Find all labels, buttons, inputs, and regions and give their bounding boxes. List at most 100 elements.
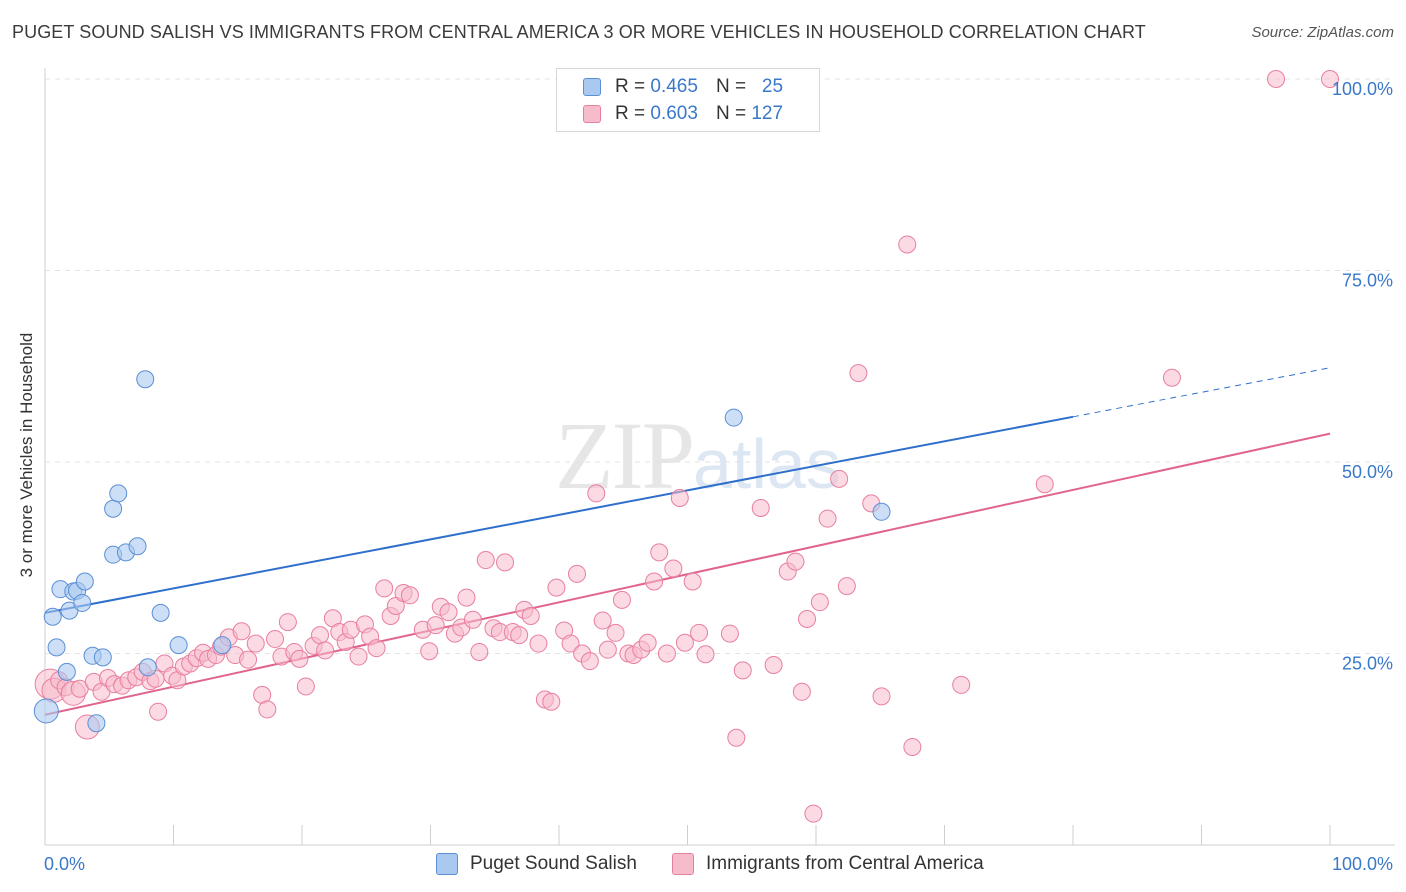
data-point-salish [136, 370, 155, 389]
data-point-immigrants [837, 577, 856, 596]
data-point-immigrants [470, 642, 489, 661]
data-point-immigrants [400, 586, 419, 605]
data-point-immigrants [246, 634, 265, 653]
data-point-immigrants [727, 728, 746, 747]
data-point-immigrants [439, 603, 458, 622]
data-point-immigrants [510, 626, 529, 645]
data-point-immigrants [580, 652, 599, 671]
legend-n-label: N = [715, 76, 747, 97]
data-point-immigrants [898, 235, 917, 254]
data-point-salish [93, 648, 112, 667]
y-tick-label: 25.0% [1342, 654, 1393, 674]
data-point-immigrants [349, 647, 368, 666]
data-point-immigrants [567, 564, 586, 583]
data-point-immigrants [367, 639, 386, 658]
data-point-salish [57, 662, 76, 681]
data-point-immigrants [547, 578, 566, 597]
data-point-immigrants [239, 650, 258, 669]
data-point-salish [104, 499, 123, 518]
data-point-immigrants [612, 590, 631, 609]
data-point-immigrants [696, 645, 715, 664]
data-point-immigrants [650, 543, 669, 562]
trend-line-salish-extension [1072, 367, 1331, 418]
data-point-immigrants [463, 610, 482, 629]
y-tick-label: 100.0% [1332, 79, 1393, 99]
data-point-immigrants [521, 606, 540, 625]
correlation-legend: R = 0.465 N = 25 R = 0.603 N = 127 [556, 68, 820, 132]
data-point-immigrants [952, 675, 971, 694]
data-point-salish [75, 572, 94, 591]
data-point-immigrants [529, 634, 548, 653]
data-point-immigrants [810, 593, 829, 612]
data-point-immigrants [720, 624, 739, 643]
data-point-immigrants [266, 629, 285, 648]
data-point-immigrants [683, 572, 702, 591]
data-point-salish [138, 658, 157, 677]
legend-r-label: R = [615, 103, 646, 124]
bottom-legend-label-salish: Puget Sound Salish [470, 853, 637, 874]
data-point-immigrants [296, 677, 315, 696]
data-point-immigrants [657, 644, 676, 663]
data-point-immigrants [542, 692, 561, 711]
data-point-immigrants [675, 633, 694, 652]
data-point-immigrants [764, 655, 783, 674]
data-point-immigrants [457, 588, 476, 607]
data-point-salish [724, 408, 743, 427]
data-point-salish [151, 603, 170, 622]
data-point-immigrants [587, 484, 606, 503]
data-point-immigrants [316, 641, 335, 660]
data-point-immigrants [664, 559, 683, 578]
legend-swatch-immigrants [583, 105, 601, 123]
data-point-immigrants [751, 498, 770, 517]
data-point-immigrants [375, 579, 394, 598]
y-tick-label: 50.0% [1342, 462, 1393, 482]
data-point-immigrants [645, 572, 664, 591]
series-salish-points [33, 370, 891, 733]
data-point-immigrants [561, 634, 580, 653]
axes [44, 68, 1395, 846]
data-point-salish [109, 484, 128, 503]
data-point-salish [33, 698, 59, 724]
data-point-immigrants [290, 649, 309, 668]
data-point-immigrants [426, 616, 445, 635]
data-point-immigrants [1321, 70, 1339, 88]
x-tick-label-max: 100.0% [1332, 854, 1393, 874]
data-point-immigrants [310, 626, 329, 645]
data-point-immigrants [786, 552, 805, 571]
bottom-legend-swatch-immigrants [672, 853, 694, 875]
data-point-salish [87, 714, 106, 733]
data-point-salish [47, 638, 66, 657]
tick-labels: 25.0% 50.0% 75.0% 100.0% 0.0% 100.0% [44, 79, 1393, 874]
legend-swatch-salish [583, 78, 601, 96]
data-point-immigrants [420, 642, 439, 661]
data-point-salish [128, 537, 147, 556]
source-credit: Source: ZipAtlas.com [1251, 24, 1394, 41]
bottom-legend-immigrants: Immigrants from Central America [672, 852, 984, 876]
legend-row-salish: R = 0.465 N = 25 [583, 75, 783, 99]
data-point-immigrants [798, 610, 817, 629]
bottom-legend-salish: Puget Sound Salish [436, 852, 637, 876]
data-point-immigrants [476, 551, 495, 570]
legend-r-label: R = [615, 76, 646, 97]
data-point-salish [169, 636, 188, 655]
y-axis-label: 3 or more Vehicles in Household [17, 332, 36, 578]
data-point-immigrants [804, 804, 823, 823]
legend-r-value-salish: 0.465 [650, 76, 698, 97]
data-point-immigrants [792, 682, 811, 701]
data-point-immigrants [733, 661, 752, 680]
data-point-immigrants [830, 469, 849, 488]
data-point-immigrants [593, 611, 612, 630]
data-point-immigrants [258, 700, 277, 719]
data-point-salish [73, 593, 92, 612]
data-point-immigrants [1162, 368, 1181, 387]
legend-row-immigrants: R = 0.603 N = 127 [583, 102, 783, 126]
data-point-immigrants [1267, 70, 1286, 88]
legend-n-value-salish: 25 [761, 76, 784, 97]
data-point-immigrants [1035, 475, 1054, 494]
data-point-immigrants [690, 623, 709, 642]
data-point-immigrants [149, 702, 168, 721]
data-point-immigrants [849, 364, 868, 383]
legend-r-value-immigrants: 0.603 [650, 103, 698, 124]
chart-title: PUGET SOUND SALISH VS IMMIGRANTS FROM CE… [12, 22, 1146, 42]
